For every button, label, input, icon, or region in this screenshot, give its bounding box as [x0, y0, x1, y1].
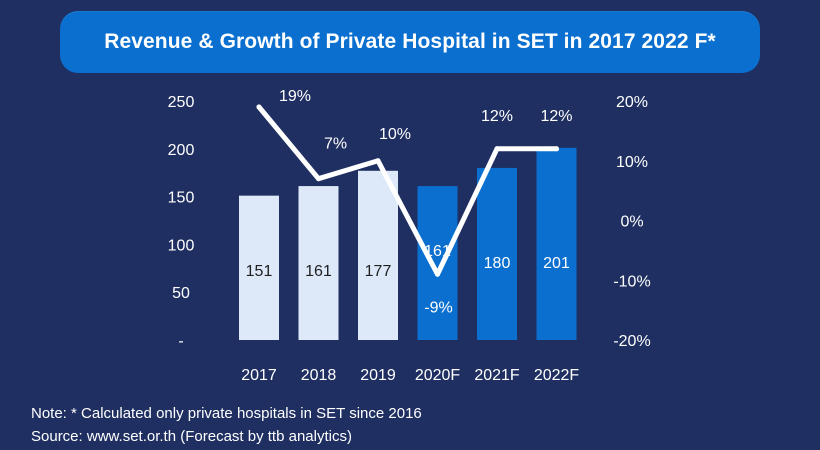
right-axis-tick-4: -20%	[613, 333, 650, 350]
left-axis-tick-1: 200	[168, 142, 195, 159]
labels-layer: 151 161 177 161 180 201 19% 7% 10% -9% 12% 12%	[246, 88, 573, 316]
title-box: Revenue & Growth of Private Hospital in …	[60, 11, 760, 73]
growth-point-2021f	[494, 146, 500, 152]
x-axis-label-2020f: 2020F	[415, 367, 461, 384]
growth-point-2017	[256, 104, 262, 110]
revenue-value-label-2018: 161	[305, 263, 332, 280]
growth-value-label-2020f: -9%	[424, 299, 452, 316]
right-axis-tick-0: 20%	[616, 94, 648, 111]
left-axis-tick-3: 100	[168, 237, 195, 254]
x-axis-label-2018: 2018	[301, 367, 337, 384]
growth-value-label-2019: 10%	[379, 126, 411, 143]
growth-value-label-2018: 7%	[324, 136, 347, 153]
right-axis-tick-3: -10%	[613, 273, 650, 290]
revenue-value-label-2020f: 161	[424, 243, 451, 260]
growth-point-2022f	[554, 146, 559, 152]
footer-source: Source: www.set.or.th (Forecast by ttb a…	[31, 428, 352, 445]
growth-point-2020f	[435, 271, 440, 277]
growth-point-2018	[316, 176, 321, 182]
growth-value-label-2022f: 12%	[540, 108, 572, 125]
footer-notes: Note: * Calculated only private hospital…	[31, 402, 422, 448]
growth-value-label-2017: 19%	[279, 88, 311, 105]
bars-layer	[239, 147, 577, 340]
revenue-bar-2018	[298, 186, 339, 340]
axes-layer: 2017 2018 2019 2020F 2021F 2022F 250 200 150 100 5…	[168, 94, 651, 384]
revenue-bar-2019	[358, 170, 398, 340]
x-axis-label-2019: 2019	[360, 367, 396, 384]
left-axis-tick-0: 250	[168, 94, 195, 111]
left-axis-tick-4: 50	[172, 285, 190, 302]
left-axis-tick-5: -	[178, 333, 183, 350]
revenue-bar-2021f	[477, 167, 517, 340]
left-axis-tick-2: 150	[168, 190, 195, 207]
revenue-bar-2017	[239, 195, 279, 340]
x-axis-label-2021f: 2021F	[474, 367, 520, 384]
x-axis-label-2017: 2017	[241, 367, 277, 384]
revenue-value-label-2022f: 201	[543, 255, 570, 272]
chart-title: Revenue & Growth of Private Hospital in …	[104, 30, 716, 53]
revenue-bar-2020f	[417, 186, 458, 340]
revenue-bar-2022f	[536, 147, 577, 340]
growth-line	[256, 104, 559, 277]
right-axis-tick-2: 0%	[620, 214, 643, 231]
growth-value-label-2021f: 12%	[481, 108, 513, 125]
revenue-value-label-2019: 177	[365, 263, 392, 280]
right-axis-tick-1: 10%	[616, 154, 648, 171]
revenue-value-label-2017: 151	[246, 263, 273, 280]
revenue-value-label-2021f: 180	[484, 255, 511, 272]
growth-line-layer	[256, 104, 559, 277]
growth-point-2019	[375, 158, 381, 164]
footer-note: Note: * Calculated only private hospital…	[31, 405, 422, 422]
x-axis-label-2022f: 2022F	[534, 367, 580, 384]
